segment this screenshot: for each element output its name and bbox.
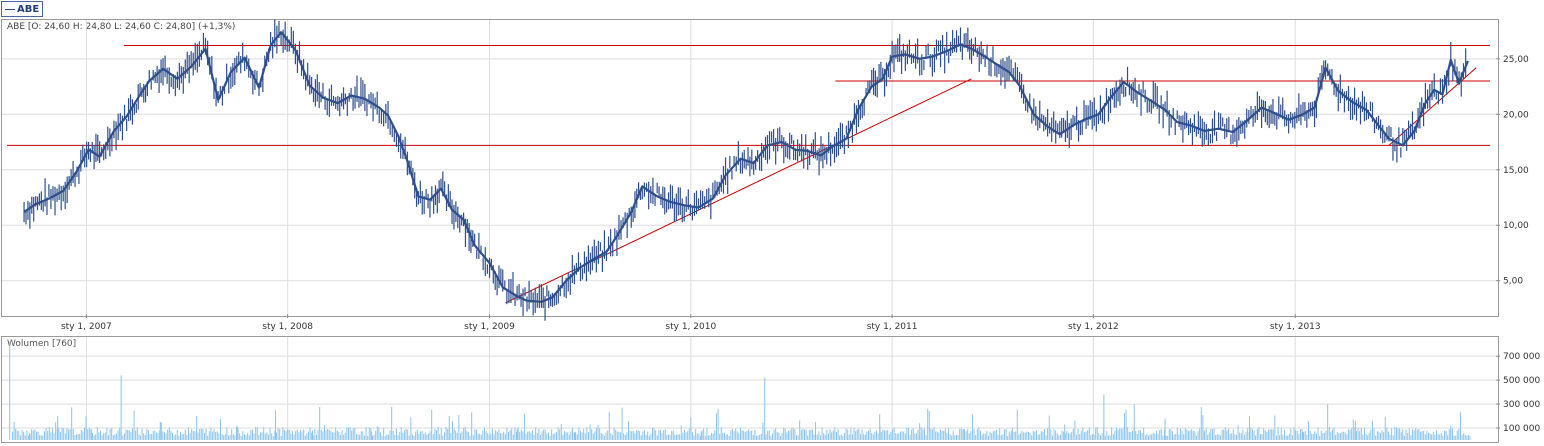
y-tick-label: 15,00 [1503, 166, 1529, 176]
y-tick-label: 5,00 [1503, 277, 1523, 287]
price-panel: ABE [O: 24,60 H: 24,80 L: 24,60 C: 24,80… [1, 19, 1499, 317]
legend-line-swatch [5, 8, 15, 10]
ohlc-readout: ABE [O: 24,60 H: 24,80 L: 24,60 C: 24,80… [7, 22, 236, 32]
y-tick-label: 10,00 [1503, 221, 1529, 231]
volume-y-tick-label: 700 000 [1503, 352, 1540, 362]
volume-panel: Wolumen [760] [1, 336, 1499, 443]
volume-y-tick-label: 100 000 [1503, 424, 1540, 434]
volume-label: Wolumen [760] [7, 339, 77, 349]
legend-symbol: ABE [17, 3, 40, 15]
x-tick-label: sty 1, 2013 [1270, 322, 1321, 332]
legend-badge[interactable]: ABE [1, 1, 44, 17]
y-tick-label: 25,00 [1503, 55, 1529, 65]
x-tick-label: sty 1, 2011 [867, 322, 918, 332]
volume-y-tick-label: 500 000 [1503, 376, 1540, 386]
x-tick-label: sty 1, 2007 [61, 322, 112, 332]
x-tick-label: sty 1, 2009 [464, 322, 515, 332]
volume-y-tick-label: 300 000 [1503, 400, 1540, 410]
x-tick-label: sty 1, 2012 [1068, 322, 1119, 332]
x-tick-label: sty 1, 2008 [262, 322, 313, 332]
x-tick-label: sty 1, 2010 [665, 322, 716, 332]
y-tick-label: 20,00 [1503, 110, 1529, 120]
